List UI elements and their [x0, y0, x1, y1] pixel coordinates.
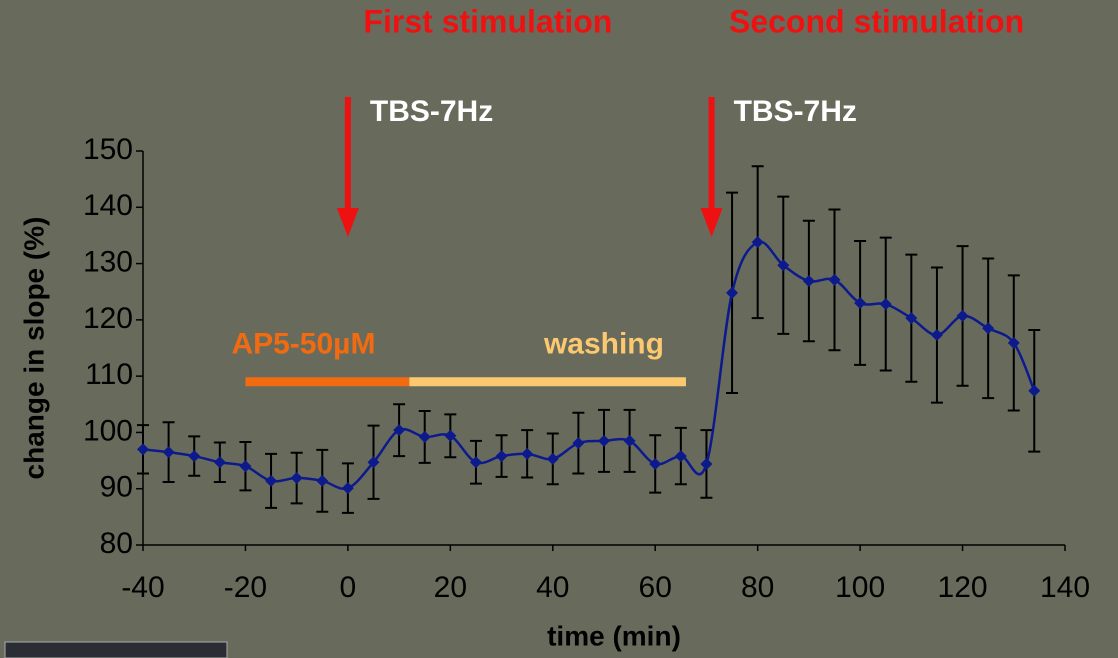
- stimulation-label: TBS-7Hz: [734, 95, 857, 128]
- data-point: [598, 434, 610, 447]
- data-point: [162, 446, 175, 459]
- y-tick-label: 120: [83, 302, 133, 335]
- x-tick-label: 100: [835, 571, 885, 604]
- thumbnail: [4, 641, 228, 658]
- x-tick-label: 120: [938, 571, 988, 604]
- data-point: [802, 275, 815, 288]
- y-tick-label: 140: [83, 189, 133, 222]
- x-axis-label: time (min): [547, 620, 681, 651]
- data-point: [572, 437, 585, 450]
- y-tick-label: 110: [85, 358, 133, 391]
- y-tick-label: 100: [83, 414, 133, 447]
- stimulation-title: Second stimulation: [729, 3, 1024, 39]
- data-point: [905, 312, 918, 325]
- data-point: [726, 286, 739, 299]
- arrow-head: [336, 208, 359, 237]
- stimulation-label: TBS-7Hz: [370, 95, 493, 128]
- band-label: washing: [543, 328, 664, 361]
- band-label: AP5-50µM: [231, 328, 375, 361]
- x-tick-label: -40: [121, 571, 164, 604]
- arrow-head: [700, 208, 723, 237]
- data-point: [777, 259, 790, 272]
- data-point: [879, 298, 892, 311]
- x-tick-label: 40: [536, 571, 569, 604]
- data-point: [393, 424, 406, 437]
- x-tick-label: 80: [741, 571, 774, 604]
- data-point: [188, 450, 201, 463]
- data-point: [367, 456, 380, 469]
- data-point: [854, 296, 867, 309]
- data-point: [213, 456, 226, 469]
- data-point: [700, 457, 713, 470]
- data-point: [265, 474, 278, 487]
- data-point: [956, 309, 969, 322]
- stimulation-title: First stimulation: [363, 3, 612, 39]
- data-point: [1028, 384, 1041, 397]
- data-point: [316, 474, 329, 487]
- y-tick-label: 130: [83, 245, 133, 278]
- x-tick-label: -20: [224, 571, 267, 604]
- data-point: [930, 329, 943, 342]
- data-point: [418, 430, 431, 443]
- data-point: [751, 236, 764, 249]
- data-point: [290, 472, 303, 485]
- x-tick-label: 20: [434, 571, 467, 604]
- data-point: [444, 429, 457, 442]
- data-point: [828, 273, 841, 286]
- y-tick-label: 80: [100, 527, 133, 560]
- x-tick-label: 140: [1040, 571, 1090, 604]
- data-point: [341, 482, 354, 495]
- data-point: [521, 447, 534, 460]
- data-point: [674, 450, 687, 463]
- data-point: [469, 456, 482, 469]
- x-tick-label: 60: [639, 571, 672, 604]
- y-axis-label: change in slope (%): [18, 217, 49, 480]
- data-point: [982, 322, 995, 335]
- y-tick-label: 150: [83, 133, 133, 166]
- data-point: [649, 457, 662, 470]
- data-point: [239, 460, 252, 473]
- data-point: [137, 443, 149, 456]
- y-tick-label: 90: [100, 471, 133, 504]
- data-point: [623, 434, 636, 447]
- data-point: [546, 452, 559, 465]
- data-point: [495, 450, 508, 463]
- x-tick-label: 0: [340, 571, 357, 604]
- data-point: [1007, 336, 1020, 349]
